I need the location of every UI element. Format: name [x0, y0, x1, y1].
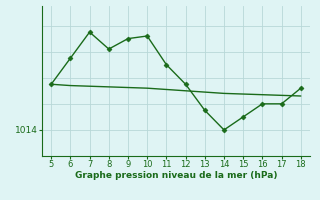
X-axis label: Graphe pression niveau de la mer (hPa): Graphe pression niveau de la mer (hPa) [75, 171, 277, 180]
